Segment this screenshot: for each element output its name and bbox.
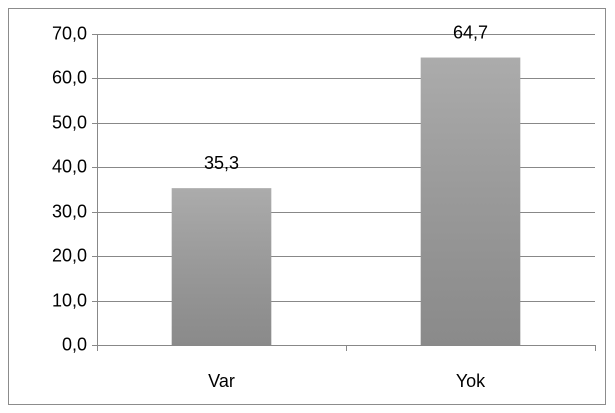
y-tick-label: 0,0 <box>62 334 87 354</box>
y-tick-label: 40,0 <box>52 156 87 176</box>
y-tick-label: 50,0 <box>52 112 87 132</box>
y-tick-label: 70,0 <box>52 23 87 43</box>
y-tick-label: 10,0 <box>52 290 87 310</box>
y-tick-label: 20,0 <box>52 245 87 265</box>
y-tick-label: 60,0 <box>52 67 87 87</box>
x-tick-label: Var <box>208 371 235 391</box>
bar-shade <box>420 57 521 345</box>
y-tick-label: 30,0 <box>52 201 87 221</box>
value-label: 64,7 <box>453 22 488 42</box>
value-label: 35,3 <box>204 153 239 173</box>
x-tick-label: Yok <box>456 371 486 391</box>
bar-shade <box>171 188 272 345</box>
